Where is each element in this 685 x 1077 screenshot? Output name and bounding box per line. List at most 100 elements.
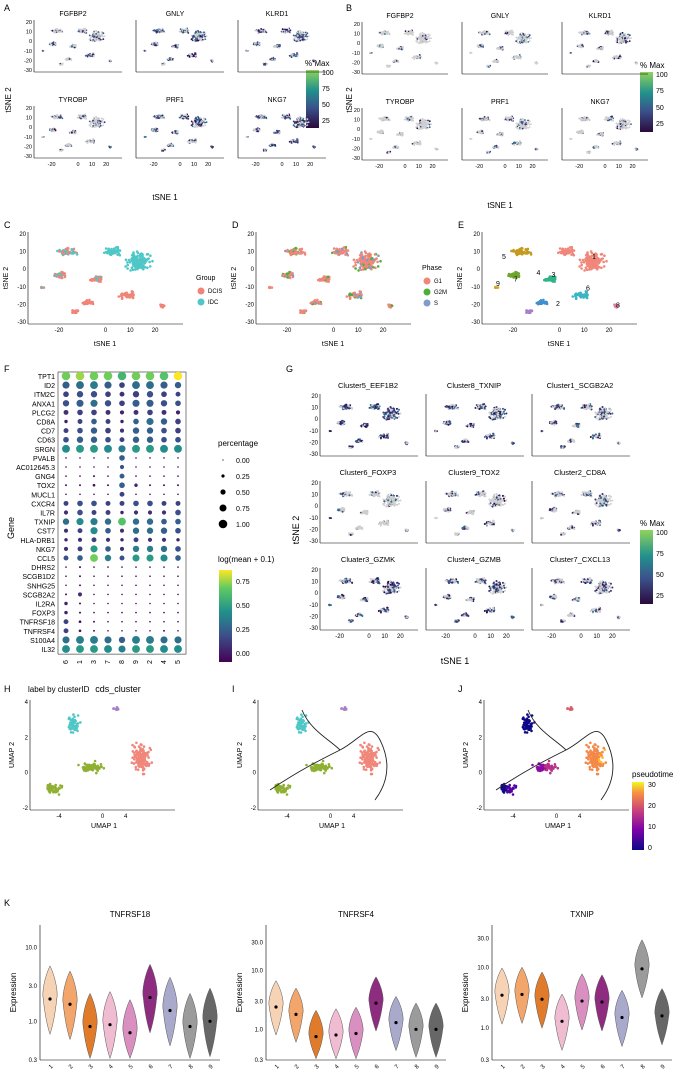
cell-point xyxy=(302,38,304,40)
cell-point xyxy=(389,34,391,36)
x-tick-label: 0 xyxy=(280,162,283,168)
cell-point xyxy=(101,32,103,34)
cell-point xyxy=(287,28,289,30)
cell-point xyxy=(297,121,299,123)
cell-point xyxy=(520,123,522,125)
cell-point xyxy=(171,58,173,60)
cell-point xyxy=(525,121,527,123)
cell-point xyxy=(306,36,308,38)
cell-point xyxy=(619,55,621,57)
cell-point xyxy=(87,142,89,144)
cell-point xyxy=(507,118,509,120)
cell-point xyxy=(102,38,104,40)
cell-point xyxy=(525,35,527,37)
cell-point xyxy=(624,37,626,39)
panel-label-b: B xyxy=(346,3,352,13)
cell-point xyxy=(284,32,286,34)
legend-tick: 0.75 xyxy=(236,506,250,513)
cell-point xyxy=(516,37,518,39)
cell-point xyxy=(314,60,316,62)
cell-point xyxy=(625,35,627,37)
cell-point xyxy=(406,30,408,32)
x-tick-label: -20 xyxy=(150,162,158,168)
cell-point xyxy=(419,41,421,43)
legend-title: % Max xyxy=(640,61,664,70)
cell-point xyxy=(91,55,93,57)
cell-point xyxy=(156,31,158,33)
cell-point xyxy=(620,35,622,37)
legend-tick: 0.25 xyxy=(236,627,250,634)
cell-point xyxy=(612,57,614,59)
cell-point xyxy=(436,148,438,150)
cell-point xyxy=(588,66,590,68)
cell-point xyxy=(93,141,95,143)
cell-point xyxy=(297,55,299,57)
cell-point xyxy=(102,122,104,124)
legend-tick: 50 xyxy=(322,102,330,109)
y-tick-label: -10 xyxy=(352,51,360,57)
cell-point xyxy=(622,42,624,44)
x-tick-label: 10 xyxy=(191,162,197,168)
panel-label-f: F xyxy=(4,364,10,374)
cell-point xyxy=(297,35,299,37)
cell-point xyxy=(181,114,183,116)
cell-point xyxy=(283,28,285,30)
cell-point xyxy=(264,150,266,152)
panel-label-c: C xyxy=(4,220,11,230)
legend-tick: 0.50 xyxy=(236,603,250,610)
cell-point xyxy=(156,42,158,44)
cell-point xyxy=(296,53,298,55)
cell-point xyxy=(191,55,193,57)
cell-point xyxy=(516,41,518,43)
cell-point xyxy=(527,120,529,122)
legend-item: IDC xyxy=(208,300,219,306)
feature-plot-title: NKG7 xyxy=(267,97,286,104)
cell-point xyxy=(286,117,288,119)
legend-tick: 0 xyxy=(648,845,652,852)
legend-swatch-idc xyxy=(198,299,205,306)
y-tick-label: -10 xyxy=(24,49,32,55)
cell-point xyxy=(396,146,398,148)
feature-plot-title: PRF1 xyxy=(491,99,509,106)
cell-point xyxy=(425,35,427,37)
feature-plot-title: TYROBP xyxy=(386,99,415,106)
cell-point xyxy=(203,118,205,120)
cell-point xyxy=(420,35,422,37)
cell-point xyxy=(289,55,291,57)
cell-point xyxy=(197,30,199,32)
cell-point xyxy=(196,33,198,35)
cell-point xyxy=(187,31,189,33)
cell-point xyxy=(284,116,286,118)
cell-point xyxy=(522,118,524,120)
cell-point xyxy=(263,115,265,117)
cell-point xyxy=(308,121,310,123)
cell-point xyxy=(412,143,414,145)
cell-point xyxy=(488,66,490,68)
y-tick-label: -20 xyxy=(352,146,360,152)
cell-point xyxy=(192,39,194,41)
cell-point xyxy=(284,118,286,120)
cell-point xyxy=(291,56,293,58)
cell-point xyxy=(616,41,618,43)
cell-point xyxy=(98,119,100,121)
cell-point xyxy=(154,30,156,32)
cell-point xyxy=(384,116,386,118)
cell-point xyxy=(519,57,521,59)
cell-point xyxy=(612,33,614,35)
cell-point xyxy=(154,116,156,118)
cell-point xyxy=(524,37,526,39)
cell-point xyxy=(407,118,409,120)
cell-point xyxy=(419,57,421,59)
panel-label-d: D xyxy=(232,220,239,230)
cell-point xyxy=(370,138,372,140)
cell-point xyxy=(506,30,508,32)
cell-point xyxy=(414,144,416,146)
panel-label-h: H xyxy=(4,684,11,694)
cell-point xyxy=(273,144,275,146)
cell-point xyxy=(206,121,208,123)
y-tick-label: -10 xyxy=(24,135,32,141)
cell-point xyxy=(289,141,291,143)
cell-point xyxy=(182,30,184,32)
